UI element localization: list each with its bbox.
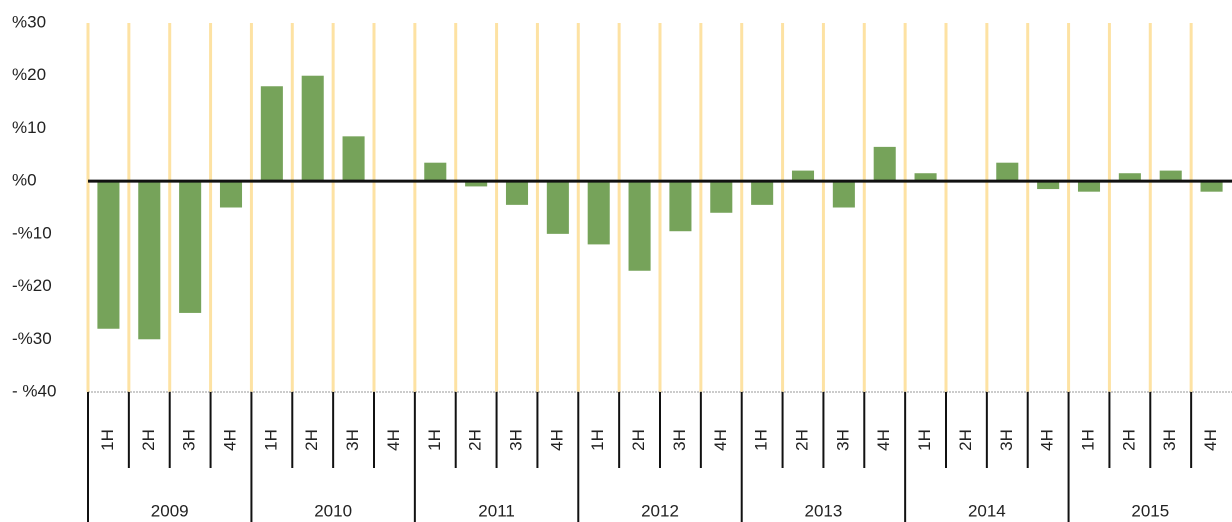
x-tick-label: 3H — [997, 429, 1016, 451]
year-label: 2012 — [641, 501, 679, 520]
bar — [260, 86, 283, 182]
bar — [1159, 170, 1182, 182]
year-label: 2015 — [1131, 501, 1169, 520]
bar — [179, 181, 202, 313]
bar — [1200, 181, 1223, 192]
x-tick-label: 4H — [711, 429, 730, 451]
x-tick-label: 3H — [1160, 429, 1179, 451]
bar — [628, 181, 651, 271]
x-tick-label: 1H — [98, 429, 117, 451]
x-tick-label: 1H — [752, 429, 771, 451]
bar — [914, 173, 937, 182]
bar — [505, 181, 529, 205]
bar — [587, 181, 610, 245]
y-tick-label: -%20 — [12, 276, 52, 295]
x-tick-label: 2H — [139, 429, 158, 451]
x-tick-label: 3H — [506, 429, 525, 451]
year-label: 2014 — [968, 501, 1006, 520]
bar — [751, 181, 774, 205]
bar — [996, 162, 1019, 182]
bar — [219, 181, 243, 208]
y-tick-label: %20 — [12, 65, 46, 84]
x-tick-label: 2H — [466, 429, 485, 451]
bar — [301, 75, 324, 182]
x-tick-label: 1H — [588, 429, 607, 451]
bar — [138, 181, 161, 340]
y-tick-label: -%30 — [12, 329, 52, 348]
bar — [342, 136, 365, 182]
bar — [424, 162, 447, 182]
y-tick-label: %0 — [12, 171, 37, 190]
bar — [1037, 181, 1060, 190]
x-tick-label: 2H — [1119, 429, 1138, 451]
x-tick-label: 2H — [792, 429, 811, 451]
bar — [1118, 173, 1141, 182]
x-tick-label: 4H — [1201, 429, 1220, 451]
x-tick-label: 3H — [833, 429, 852, 451]
x-tick-label: 2H — [956, 429, 975, 451]
y-tick-label: -%10 — [12, 223, 52, 242]
x-tick-label: 1H — [261, 429, 280, 451]
year-label: 2011 — [478, 501, 515, 520]
x-tick-label: 4H — [220, 429, 239, 451]
x-tick-label: 2H — [302, 429, 321, 451]
y-tick-label: %30 — [12, 12, 46, 31]
bar — [546, 181, 569, 234]
year-label: 2009 — [151, 501, 189, 520]
x-tick-label: 3H — [343, 429, 362, 451]
bar — [832, 181, 855, 208]
year-label: 2010 — [314, 501, 352, 520]
x-tick-label: 4H — [547, 429, 566, 451]
bar — [710, 181, 733, 213]
bar — [669, 181, 692, 232]
x-tick-label: 1H — [425, 429, 444, 451]
x-tick-label: 4H — [384, 429, 403, 451]
x-tick-label: 1H — [915, 429, 934, 451]
y-tick-label: %10 — [12, 118, 46, 137]
x-tick-label: 3H — [670, 429, 689, 451]
bar — [97, 181, 120, 329]
bar — [465, 181, 488, 187]
x-tick-label: 1H — [1078, 429, 1097, 451]
x-tick-label: 3H — [180, 429, 199, 451]
x-tick-label: 2H — [629, 429, 648, 451]
year-label: 2013 — [805, 501, 843, 520]
bar — [1077, 181, 1101, 192]
x-tick-label: 4H — [1038, 429, 1057, 451]
bar — [791, 170, 815, 182]
x-tick-label: 4H — [874, 429, 893, 451]
bar — [873, 146, 896, 182]
y-tick-label: - %40 — [12, 381, 56, 400]
